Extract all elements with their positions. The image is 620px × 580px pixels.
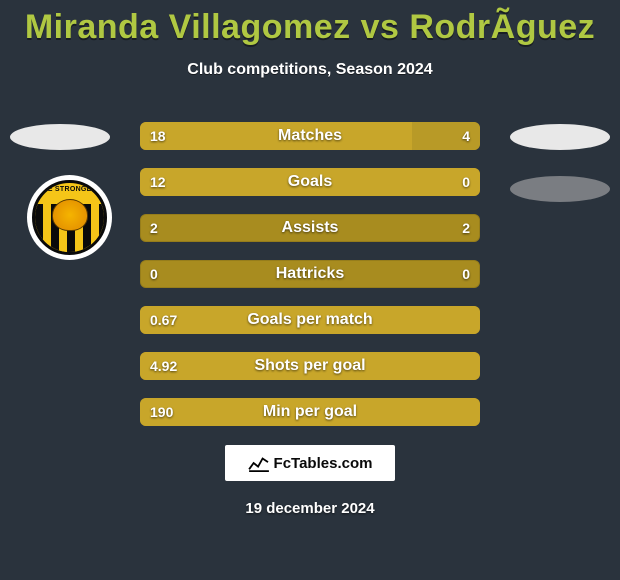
stat-row: Hattricks00 [0, 258, 620, 304]
stat-row: Min per goal190 [0, 396, 620, 442]
stat-bar-track [140, 352, 480, 380]
stat-bar-left [140, 352, 480, 380]
page-title: Miranda Villagomez vs RodrÃ­guez [0, 0, 620, 47]
stat-row: Shots per goal4.92 [0, 350, 620, 396]
watermark: FcTables.com [225, 445, 395, 481]
subtitle: Club competitions, Season 2024 [0, 61, 620, 79]
side-oval [10, 124, 110, 150]
stat-bar-track [140, 398, 480, 426]
stats-panel: Matches184Goals120Assists22Hattricks00Go… [0, 120, 620, 442]
watermark-text: FcTables.com [274, 455, 373, 472]
stat-row: Goals per match0.67 [0, 304, 620, 350]
stat-bar-track [140, 214, 480, 242]
stat-bar-track [140, 122, 480, 150]
chart-icon [248, 454, 270, 472]
side-oval [510, 176, 610, 202]
team-crest-left: HE STRONGES [27, 175, 112, 260]
stat-bar-right [412, 122, 480, 150]
stat-bar-track [140, 306, 480, 334]
date-text: 19 december 2024 [0, 500, 620, 517]
stat-bar-left [140, 168, 480, 196]
stat-bar-left [140, 122, 412, 150]
stat-bar-track [140, 260, 480, 288]
crest-tiger-icon [52, 199, 88, 231]
side-oval [510, 124, 610, 150]
stat-bar-track [140, 168, 480, 196]
crest-text: HE STRONGES [35, 186, 104, 193]
stat-bar-left [140, 398, 480, 426]
stat-bar-left [140, 306, 480, 334]
